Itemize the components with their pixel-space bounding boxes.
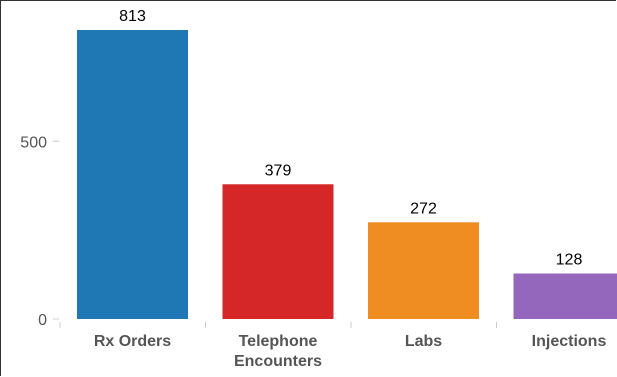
data-label: 128 <box>556 251 583 268</box>
x-tick-label: Injections <box>532 333 607 350</box>
x-tick-label-line: Labs <box>405 333 442 350</box>
x-tick-label-line: Encounters <box>234 353 322 370</box>
x-tick-label: Rx Orders <box>94 333 171 350</box>
bar[interactable] <box>368 222 479 319</box>
bars <box>77 30 617 319</box>
x-tick-label-line: Injections <box>532 333 607 350</box>
y-tick-label: 0 <box>38 312 47 329</box>
x-axis: Rx Orders Telephone Encounters Labs Injectio… <box>59 322 607 370</box>
x-tick-label-line: Rx Orders <box>94 333 171 350</box>
bar[interactable] <box>222 184 334 319</box>
bar[interactable] <box>77 30 188 319</box>
x-tick-label: Telephone Encounters <box>234 333 322 370</box>
data-label: 272 <box>410 200 437 217</box>
x-tick-label: Labs <box>405 333 442 350</box>
y-axis: 0 500 <box>20 134 59 329</box>
x-tick-label-line: Telephone <box>239 333 318 350</box>
data-label: 813 <box>119 8 146 25</box>
data-label: 379 <box>265 162 292 179</box>
bar[interactable] <box>513 273 617 319</box>
y-tick-label: 500 <box>20 134 47 151</box>
data-labels: 813 379 272 128 <box>119 8 582 268</box>
